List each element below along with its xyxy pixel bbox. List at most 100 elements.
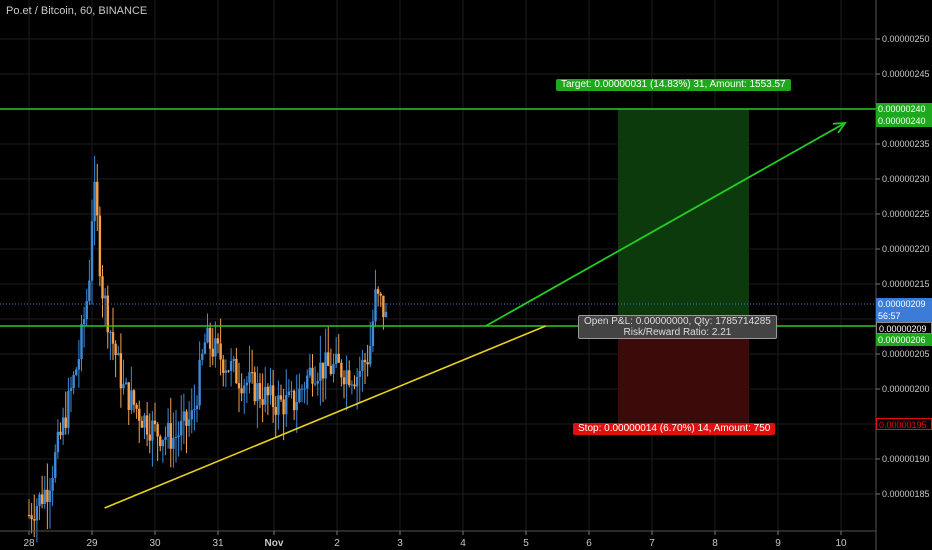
y-tick-label: 0.00000245 — [882, 69, 930, 79]
candle-body — [124, 382, 128, 384]
x-tick-label: 30 — [149, 538, 161, 549]
candle-body — [269, 385, 272, 396]
candle-body — [185, 411, 188, 426]
candle-body — [111, 332, 115, 344]
pnl-text: Open P&L: 0.00000000, Qty: 1785714285 — [584, 316, 771, 327]
candle-body — [248, 372, 251, 383]
candle-body — [287, 391, 291, 396]
last-price-tag: 0.00000209 — [876, 298, 932, 310]
candle-body — [56, 431, 60, 453]
candle-body — [166, 423, 170, 437]
pnl-label[interactable]: Open P&L: 0.00000000, Qty: 1785714285 Ri… — [578, 315, 777, 339]
candle-body — [222, 359, 225, 373]
candle-body — [379, 293, 382, 296]
candle-body — [132, 390, 136, 405]
candle-body — [30, 515, 33, 520]
y-tick-label: 0.00000205 — [882, 349, 930, 359]
arrow-head — [832, 121, 847, 134]
candle-body — [93, 181, 96, 222]
candle-body — [135, 404, 138, 409]
candle-body — [300, 388, 304, 390]
candle-body — [72, 374, 75, 389]
target-zone — [618, 109, 749, 326]
stop-zone — [618, 326, 749, 424]
candle-body — [127, 382, 130, 410]
candle-body — [216, 338, 220, 344]
candle-body — [264, 386, 267, 405]
x-tick-label: 28 — [23, 538, 35, 549]
candle-body — [46, 489, 49, 502]
candle-body — [61, 417, 65, 436]
symbol-title: Po.et / Bitcoin, 60, BINANCE — [6, 5, 148, 17]
candle-body — [51, 477, 54, 491]
candle-body — [329, 365, 333, 374]
candle-body — [98, 215, 102, 277]
candle-body — [103, 295, 107, 299]
risk-reward-text: Risk/Reward Ratio: 2.21 — [623, 327, 732, 338]
candle-body — [109, 332, 112, 334]
candle-body — [371, 321, 375, 346]
candle-body — [82, 319, 86, 325]
candle-body — [334, 353, 338, 364]
stop-price-tag: 0.00000195 — [876, 418, 932, 430]
candle-body — [169, 423, 172, 449]
candle-body — [182, 411, 186, 421]
candle-body — [159, 436, 162, 447]
candle-body — [96, 181, 99, 216]
candle-body — [319, 362, 322, 381]
candle-body — [101, 276, 104, 299]
candle-body — [161, 440, 165, 447]
y-tick-label: 0.00000200 — [882, 384, 930, 394]
candle-body — [203, 342, 207, 354]
candle-body — [208, 327, 212, 349]
candle-body — [69, 388, 73, 391]
candle-body — [321, 362, 325, 379]
stop-label[interactable]: Stop: 0.00000014 (6.70%) 14, Amount: 750 — [573, 423, 776, 435]
candle-body — [198, 359, 201, 406]
candle-body — [324, 352, 327, 379]
candle-body — [85, 301, 88, 320]
candle-body — [382, 295, 385, 318]
candle-body — [261, 399, 264, 405]
x-tick-label: 6 — [586, 538, 592, 549]
trend-line[interactable] — [104, 325, 546, 509]
candle-body — [67, 390, 70, 428]
x-tick-label: 3 — [397, 538, 403, 549]
candle-body — [340, 362, 343, 378]
target-price-tag-secondary: 0.00000240 — [876, 115, 932, 127]
candle-body — [332, 363, 335, 374]
candle-body — [245, 382, 249, 386]
x-tick-label: 9 — [775, 538, 781, 549]
candle-body — [140, 420, 144, 428]
candle-body — [156, 424, 159, 437]
candle-body — [285, 395, 288, 415]
candle-body — [298, 388, 301, 402]
entry-price-tag: 0.00000209 — [876, 322, 932, 334]
candle-body — [350, 384, 354, 386]
x-tick-label: 2 — [334, 538, 340, 549]
candle-body — [303, 388, 306, 390]
candle-body — [187, 419, 191, 426]
candle-body — [122, 383, 125, 389]
candle-body — [148, 434, 151, 441]
x-tick-label: 31 — [212, 538, 224, 549]
time-axis[interactable]: 28 29 30 31 Nov 2 3 4 5 6 7 8 9 10 — [23, 531, 847, 549]
candle-body — [308, 367, 312, 376]
candle-body — [59, 431, 62, 436]
candle-body — [164, 436, 167, 441]
candle-body — [366, 362, 369, 365]
candle-body — [348, 370, 351, 386]
candle-body — [306, 375, 309, 389]
target-label[interactable]: Target: 0.00000031 (14.83%) 31, Amount: … — [556, 79, 791, 91]
y-tick-label: 0.00000235 — [882, 139, 930, 149]
candle-body — [327, 352, 330, 366]
projection-arrow[interactable] — [485, 121, 847, 327]
candle-body — [80, 324, 83, 360]
x-tick-label: 4 — [460, 538, 466, 549]
candle-body — [316, 380, 319, 384]
candle-body — [193, 409, 196, 411]
candle-body — [290, 390, 293, 392]
candle-body — [274, 407, 277, 415]
x-tick-label: 8 — [712, 538, 718, 549]
